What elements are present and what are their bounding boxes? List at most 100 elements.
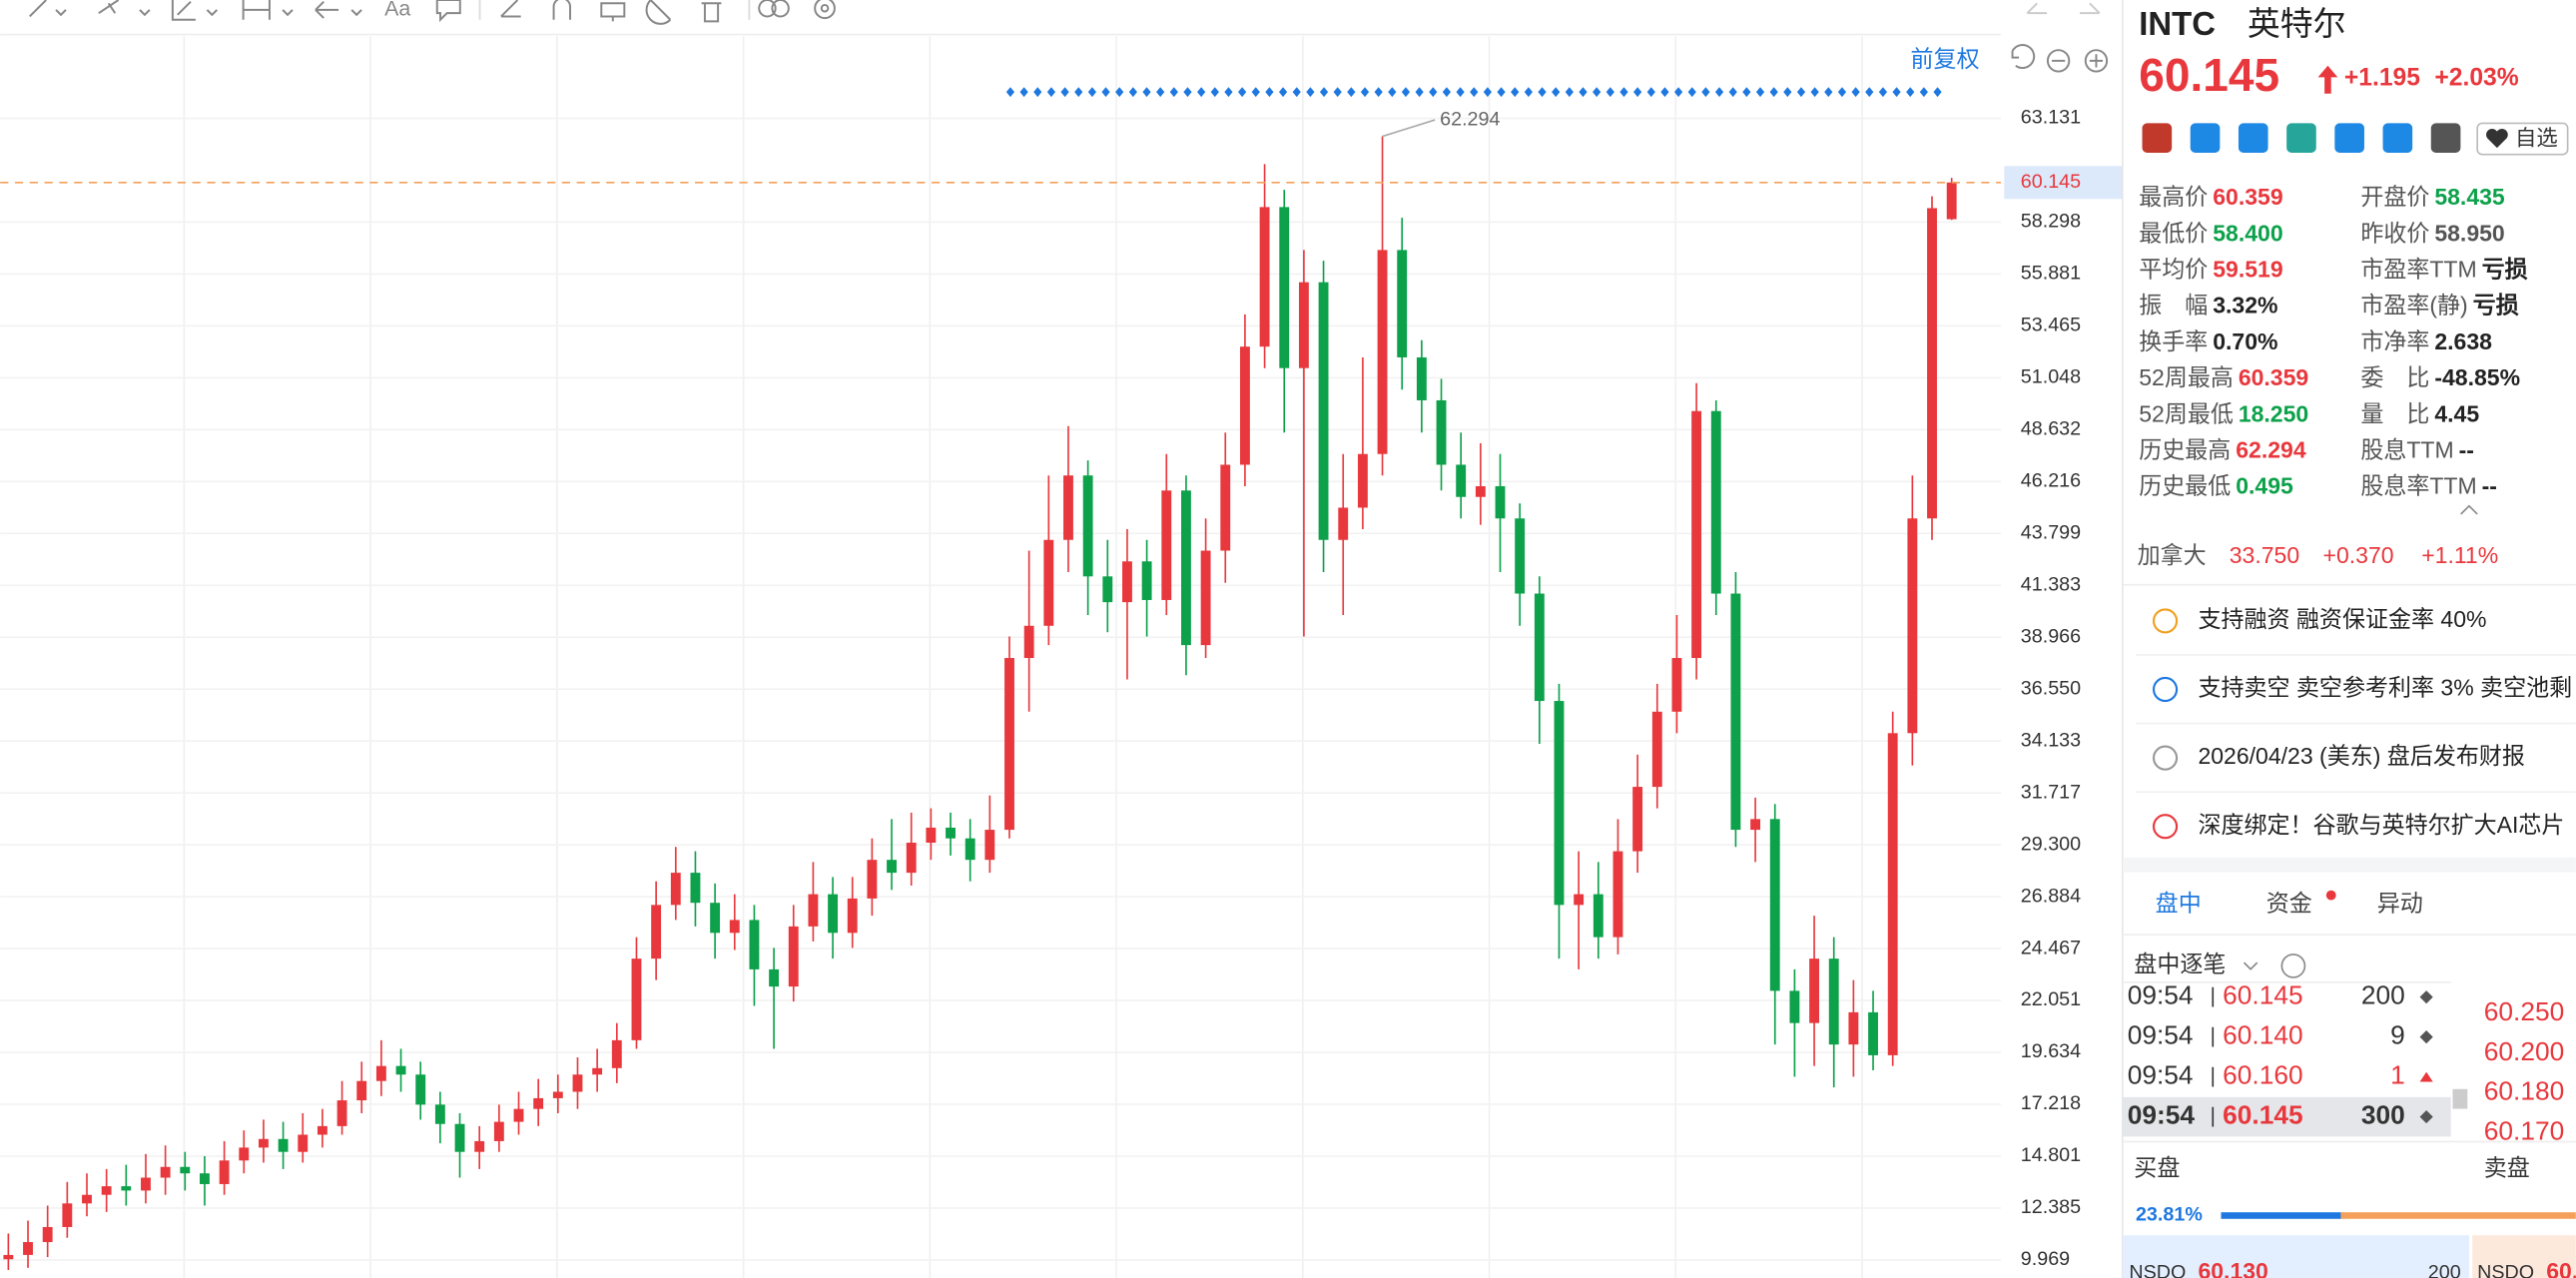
feature-icon[interactable] xyxy=(2190,123,2221,154)
bid-size: 200 xyxy=(2428,1261,2461,1278)
notice-text[interactable]: 支持卖空 卖空参考利率 3% 卖空池剩 xyxy=(2198,675,2572,701)
stat-label: 昨收价 xyxy=(2360,220,2429,246)
tab[interactable]: 异动 xyxy=(2377,891,2423,917)
compare-tool[interactable] xyxy=(758,0,777,18)
y-tick-label: 22.051 xyxy=(2021,988,2081,1010)
stat-label: 市盈率(静) xyxy=(2360,293,2467,319)
candle-body xyxy=(1082,475,1093,577)
feature-icon[interactable] xyxy=(2382,123,2413,154)
candle-body xyxy=(1495,485,1506,519)
candle-body xyxy=(298,1134,309,1152)
zoom-out[interactable] xyxy=(2046,49,2071,73)
y-tick-label: 9.969 xyxy=(2021,1248,2070,1270)
trade-time: 09:54 xyxy=(2128,1100,2196,1130)
candle-body xyxy=(887,860,897,874)
candle-body xyxy=(336,1100,347,1126)
candle-body xyxy=(1004,658,1014,831)
feature-icon[interactable] xyxy=(2334,123,2364,154)
trade-list: 09:54 60.145 200 09:54 60.140 9 09:54 60.160 1 09… xyxy=(2122,980,2451,1137)
candle-body xyxy=(1848,1011,1859,1045)
candle-body xyxy=(592,1067,603,1075)
candle-body xyxy=(239,1147,250,1161)
stat-value: 0.495 xyxy=(2236,473,2293,499)
price-label: 60.145 xyxy=(2021,171,2081,193)
lock-tool[interactable] xyxy=(600,2,626,22)
candle-body xyxy=(1318,282,1329,540)
sell-label: 卖盘 xyxy=(2484,1154,2530,1180)
candle-body xyxy=(1475,485,1486,497)
annotation-leader xyxy=(1382,119,1436,138)
feature-icon[interactable] xyxy=(2238,123,2268,154)
candle-body xyxy=(1200,550,1211,646)
settings-tool[interactable] xyxy=(814,0,836,20)
feature-icon[interactable] xyxy=(2142,123,2173,154)
y-tick-label: 14.801 xyxy=(2021,1144,2081,1166)
chart-controls xyxy=(2011,44,2109,73)
candle-body xyxy=(3,1254,14,1260)
candle-body xyxy=(180,1166,191,1174)
trade-time: 09:54 xyxy=(2128,980,2194,1010)
notice-text[interactable]: 2026/04/23 (美东) 盘后发布财报 xyxy=(2198,743,2524,769)
y-tick-label: 17.218 xyxy=(2021,1092,2081,1114)
candle-body xyxy=(23,1242,33,1255)
candle-body xyxy=(670,873,681,906)
tab[interactable]: 盘中 xyxy=(2156,891,2202,917)
buy-bar xyxy=(2221,1212,2341,1219)
candle-body xyxy=(1612,851,1623,938)
candle-body xyxy=(808,894,819,927)
dropdown-chevron[interactable] xyxy=(2243,961,2258,970)
notice-text[interactable]: 支持融资 融资保证金率 40% xyxy=(2198,606,2486,632)
undo[interactable] xyxy=(2026,2,2048,15)
buy-label: 买盘 xyxy=(2134,1154,2180,1180)
fib-tool[interactable] xyxy=(171,0,218,21)
candle-body xyxy=(375,1065,386,1081)
hide-tool[interactable] xyxy=(645,0,672,25)
text-tool[interactable]: Aa xyxy=(384,0,410,21)
y-tick-label: 34.133 xyxy=(2021,729,2081,751)
stat-value: 18.250 xyxy=(2239,400,2308,426)
candle-body xyxy=(1161,490,1172,600)
candle-body xyxy=(395,1065,406,1075)
collapse-chevron[interactable] xyxy=(2460,504,2478,515)
note-tool[interactable] xyxy=(435,0,461,23)
zoom-in[interactable] xyxy=(2084,49,2109,73)
trade-side xyxy=(2419,1030,2433,1044)
delete-tool[interactable] xyxy=(701,0,722,23)
angle-tool[interactable] xyxy=(500,0,521,18)
y-tick-label: 46.216 xyxy=(2021,470,2081,492)
candle-body xyxy=(965,838,975,861)
candle-body xyxy=(141,1177,151,1191)
measure-tool[interactable] xyxy=(242,0,294,20)
draw-tool[interactable] xyxy=(29,0,67,18)
y-tick-label: 48.632 xyxy=(2021,418,2081,440)
line-tool[interactable] xyxy=(98,0,151,17)
y-tick-label: 53.465 xyxy=(2021,315,2081,336)
candle-body xyxy=(1063,475,1073,540)
candle-body xyxy=(906,842,917,874)
reset-button[interactable] xyxy=(2011,44,2036,69)
notice-text[interactable]: 深度绑定！谷歌与英特尔扩大AI芯片 xyxy=(2198,812,2564,838)
feature-icon[interactable] xyxy=(2286,123,2316,154)
compare-tool[interactable] xyxy=(771,0,790,18)
candle-body xyxy=(1750,819,1761,831)
redo[interactable] xyxy=(2080,2,2101,15)
candle-body xyxy=(1632,787,1643,852)
price-label-box xyxy=(2004,166,2123,200)
magnet-tool[interactable] xyxy=(552,0,572,20)
stat-label: 历史最低 xyxy=(2139,473,2231,499)
market-change: +0.370 xyxy=(2323,542,2394,568)
candle-body xyxy=(454,1123,465,1152)
trade-price: 60.145 xyxy=(2223,980,2302,1010)
stat-value: 0.70% xyxy=(2213,328,2277,354)
tab[interactable]: 资金 xyxy=(2266,891,2312,917)
y-tick-label: 19.634 xyxy=(2021,1040,2081,1062)
bid-price: 60.130 xyxy=(2198,1258,2267,1278)
arrow-tool[interactable] xyxy=(315,0,362,19)
candle-body xyxy=(1789,990,1800,1023)
stat-label: 52周最低 xyxy=(2139,400,2234,426)
info-icon[interactable] xyxy=(2280,954,2306,978)
candle-body xyxy=(1927,208,1937,519)
feature-icon[interactable] xyxy=(2430,123,2461,154)
adjust-mode[interactable]: 前复权 xyxy=(1911,46,1980,72)
candle-body xyxy=(1671,658,1682,712)
